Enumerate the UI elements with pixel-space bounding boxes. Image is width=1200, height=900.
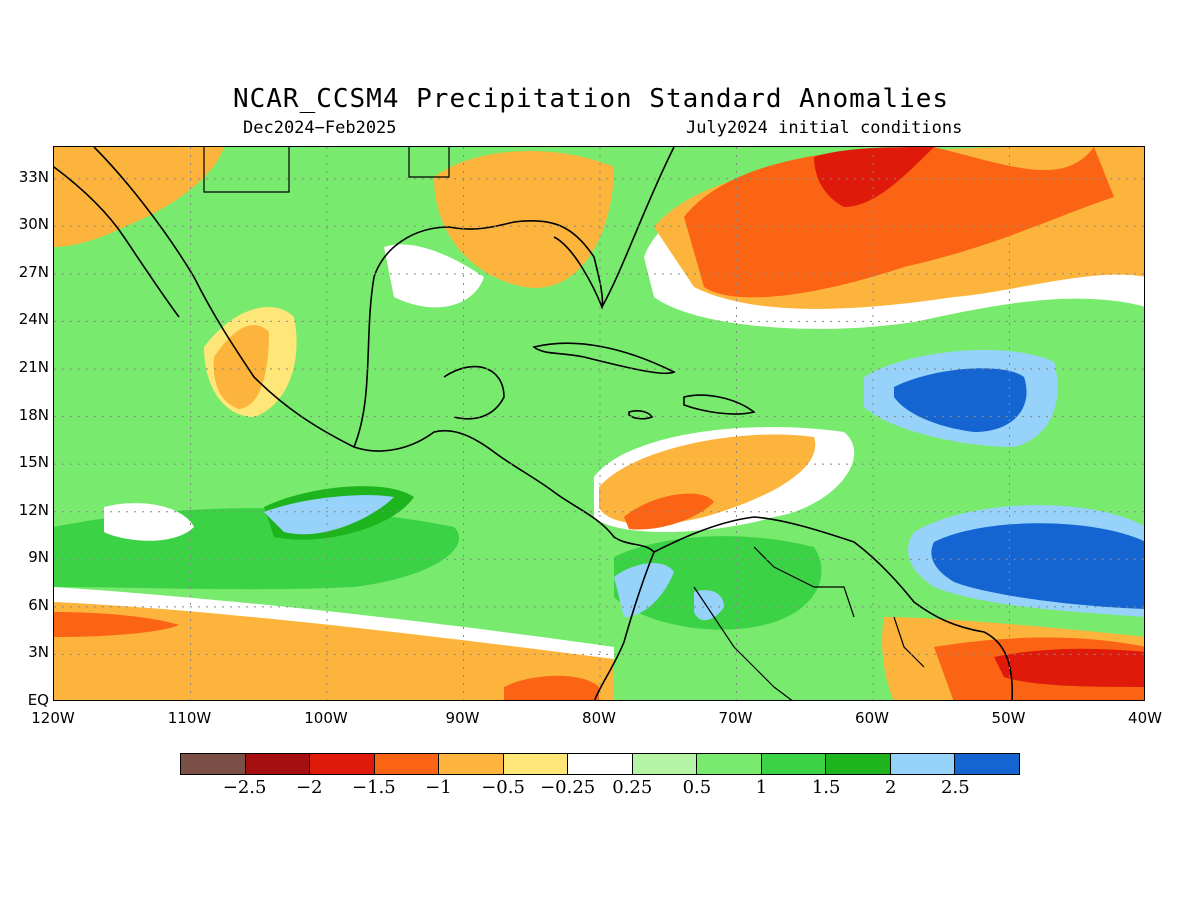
latitude-tick-label: 33N (18, 167, 49, 186)
anomaly-very-dry-atlantic (814, 147, 934, 207)
border-us-mexico (203, 147, 290, 193)
longitude-tick-label: 110W (167, 709, 212, 727)
colorbar-swatch (697, 754, 762, 774)
latitude-tick-label: 12N (18, 500, 49, 519)
border-venezuela (693, 586, 793, 700)
anomaly-wet-south-america (614, 536, 822, 630)
latitude-tick-label: 21N (18, 358, 49, 376)
chart-title: NCAR_CCSM4 Precipitation Standard Anomal… (232, 84, 950, 114)
colorbar-tick-label: 2.5 (941, 777, 970, 798)
coastline-hispaniola (683, 394, 756, 415)
coastline-florida (513, 220, 604, 310)
colorbar-tick-label: −0.5 (481, 777, 525, 798)
border-us-states (408, 147, 450, 178)
coastline-south-america (653, 516, 1014, 700)
coastline-cuba (532, 342, 676, 375)
colorbar-swatch (374, 754, 440, 774)
anomaly-dry-core-pacific (54, 612, 179, 637)
latitude-tick-label: 6N (28, 595, 49, 614)
latitude-tick-label: 30N (18, 215, 49, 234)
longitude-tick-label: 120W (31, 709, 75, 727)
colorbar-swatch (890, 754, 956, 774)
anomaly-dry-core-caribbean (624, 493, 714, 530)
longitude-tick-label: 70W (718, 709, 753, 727)
anomaly-extreme-wet-atlantic-south (931, 523, 1144, 609)
colorbar-tick-label: 2 (885, 777, 897, 798)
colorbar-swatch (632, 754, 698, 774)
anomaly-very-wet-pacific (264, 495, 394, 535)
anomaly-dry-pacific (54, 602, 614, 700)
longitude-tick-label: 80W (582, 709, 616, 727)
map-panel (53, 146, 1145, 701)
gridlines (54, 147, 1144, 700)
latitude-tick-label: 9N (28, 548, 49, 567)
coastline-mexico-gulf (353, 221, 515, 448)
colorbar-swatch (568, 754, 633, 774)
colorbar-tick-label: −0.25 (540, 777, 596, 798)
latitude-tick-label: 18N (18, 405, 49, 424)
colorbar-swatch (955, 754, 1019, 774)
coastline-us-east (601, 147, 675, 308)
colorbar-tick-label: −1 (425, 777, 452, 798)
anomaly-dry-gulf (434, 150, 614, 288)
colorbar-tick-label: 0.25 (612, 777, 653, 798)
coastline-central-america (93, 147, 655, 700)
colorbar-swatch (181, 754, 246, 774)
border-suriname (893, 616, 925, 668)
colorbar-swatch (826, 754, 891, 774)
anomaly-very-wet-colombia (614, 562, 674, 617)
anomaly-very-dry-brazil (994, 648, 1144, 687)
latitude-tick-label: 3N (28, 643, 49, 662)
anomaly-dry-core-atlantic (684, 147, 1114, 298)
latitude-tick-label: EQ (27, 691, 49, 709)
longitude-tick-label: 60W (855, 709, 889, 727)
colorbar-swatch (439, 754, 504, 774)
longitude-tick-label: 90W (445, 709, 480, 727)
colorbar-tick-label: −2.5 (222, 777, 267, 798)
longitude-tick-label: 40W (1128, 709, 1162, 727)
coastline-yucatan (443, 365, 505, 420)
colorbar-swatch (310, 754, 375, 774)
latitude-tick-label: 15N (18, 453, 49, 472)
anomaly-dry-mexico-sw-core (213, 325, 269, 409)
colorbar-tick-label: 1.5 (811, 777, 841, 798)
longitude-tick-label: 50W (991, 709, 1026, 727)
coastline-baja (54, 166, 180, 318)
colorbar-tick-label: −1.5 (351, 777, 396, 798)
latitude-tick-label: 24N (18, 310, 49, 329)
anomaly-neutral-pacific (104, 503, 194, 541)
colorbar-tick-label: 1 (755, 777, 768, 798)
anomaly-map (54, 147, 1144, 700)
colorbar-swatch (245, 754, 311, 774)
colorbar (180, 753, 1020, 775)
colorbar-tick-label: 0.5 (682, 777, 712, 798)
initial-conditions-subtitle: July2024 initial conditions (686, 118, 963, 138)
anomaly-dry-core-south (504, 675, 599, 700)
longitude-tick-label: 100W (304, 709, 348, 727)
anomaly-neutral-gulf (384, 244, 484, 308)
latitude-tick-label: 27N (18, 262, 49, 281)
border-guyana (753, 546, 855, 618)
colorbar-swatch (503, 754, 569, 774)
season-subtitle: Dec2024−Feb2025 (243, 118, 397, 138)
coastline-jamaica (628, 410, 654, 420)
colorbar-swatch (761, 754, 827, 774)
anomaly-extreme-wet-atlantic-north (894, 368, 1027, 432)
colorbar-tick-label: −2 (295, 777, 323, 798)
